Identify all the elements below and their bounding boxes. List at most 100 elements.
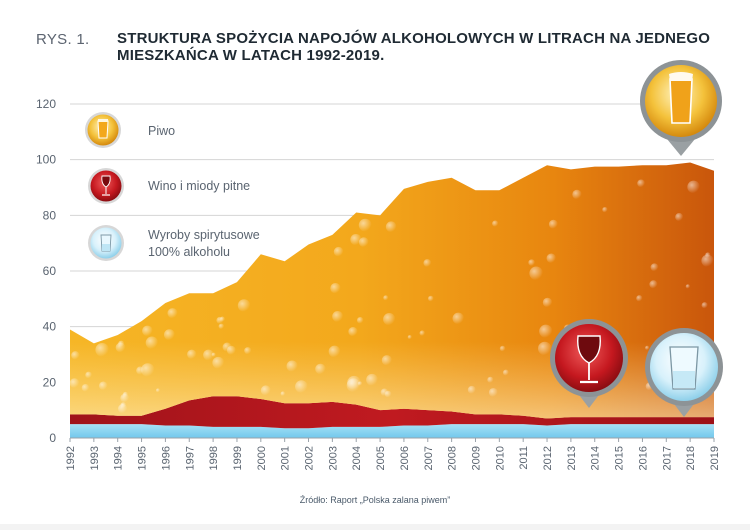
x-tick-label: 2018 <box>685 446 697 470</box>
bubble <box>529 266 544 281</box>
bubble <box>348 326 358 337</box>
bubble <box>237 299 251 312</box>
bubble <box>499 345 506 352</box>
bubble <box>333 246 344 257</box>
area-wine <box>70 396 714 429</box>
y-tick-label: 100 <box>36 153 56 167</box>
bubble <box>203 349 214 361</box>
chart-title-line-2: MIESZKAŃCA W LATACH 1992-2019. <box>117 47 385 64</box>
bubble <box>69 378 80 389</box>
x-tick-label: 2005 <box>375 446 387 470</box>
bubble <box>637 179 646 188</box>
bubble <box>216 316 224 324</box>
bubble <box>705 252 711 258</box>
bottom-divider <box>0 524 750 530</box>
bubble <box>295 380 308 394</box>
bubble <box>419 330 426 336</box>
bubble <box>346 378 361 393</box>
bubble <box>120 402 127 409</box>
x-tick-label: 2006 <box>399 446 411 470</box>
bubble <box>492 220 499 227</box>
x-tick-label: 1996 <box>160 446 172 470</box>
beer-pin-icon <box>640 60 722 156</box>
area-spirits <box>70 424 714 438</box>
bubble <box>546 253 557 264</box>
x-tick-label: 2008 <box>447 446 459 470</box>
y-tick-label: 40 <box>43 320 57 334</box>
wine-glass-icon <box>88 168 124 204</box>
bubble <box>528 259 536 267</box>
bubble <box>71 351 80 360</box>
bubble <box>226 345 236 355</box>
x-tick-label: 1993 <box>89 446 101 470</box>
x-tick-label: 2010 <box>494 446 506 470</box>
bubble <box>260 385 271 396</box>
chart-title: STRUKTURA SPOŻYCIA NAPOJÓW ALKOHOLOWYCH … <box>117 30 742 64</box>
bubble <box>211 352 216 357</box>
bubble <box>163 329 175 341</box>
bubble <box>602 206 608 213</box>
x-tick-label: 2019 <box>709 446 721 470</box>
bubble <box>81 384 90 392</box>
x-tick-label: 1999 <box>232 446 244 470</box>
x-tick-label: 2012 <box>542 446 554 470</box>
bubble <box>244 347 252 355</box>
legend-text: Piwo <box>148 124 176 138</box>
x-tick-label: 2009 <box>470 446 482 470</box>
bubble <box>122 391 129 398</box>
y-tick-label: 60 <box>43 264 57 278</box>
x-tick-label: 2003 <box>327 446 339 470</box>
x-tick-label: 2015 <box>614 446 626 470</box>
bubble <box>330 283 341 294</box>
x-axis-ticks: 1992 1993 1994 1995 1996 1997 1998 1999 2000 2001… <box>65 437 721 470</box>
y-tick-label: 0 <box>49 431 56 445</box>
bubble <box>280 391 286 397</box>
bubble <box>315 363 326 375</box>
bubble <box>350 234 362 246</box>
y-axis-ticks: 0 20 40 60 80 100 120 <box>36 97 56 445</box>
spirits-glass-icon <box>88 225 124 261</box>
x-tick-label: 1995 <box>137 446 149 470</box>
bubble <box>380 388 389 397</box>
bubble <box>407 335 412 340</box>
bubble <box>136 366 145 375</box>
bubble <box>701 254 714 267</box>
bubble <box>385 221 397 233</box>
bubble <box>452 312 465 325</box>
x-tick-label: 2007 <box>423 446 435 470</box>
bubble <box>423 259 432 268</box>
bubble <box>286 360 298 372</box>
bubble <box>167 308 178 319</box>
y-tick-label: 80 <box>43 208 57 222</box>
x-tick-label: 1994 <box>113 446 125 470</box>
figure-label: RYS. 1. <box>36 31 90 48</box>
bubble <box>187 349 197 360</box>
bubble <box>685 284 691 289</box>
bubble <box>487 376 494 383</box>
x-tick-label: 2011 <box>518 446 530 470</box>
legend-text: Wino i miody pitne <box>148 179 251 193</box>
bubble <box>142 325 153 337</box>
bubble <box>636 295 643 302</box>
x-tick-label: 2014 <box>590 446 602 470</box>
bubble <box>645 345 650 351</box>
stacked-areas <box>70 162 714 438</box>
bubble <box>140 363 155 377</box>
bubble <box>98 381 108 391</box>
bubble <box>488 387 498 397</box>
bubble <box>358 218 372 232</box>
chart-title-line-1: STRUKTURA SPOŻYCIA NAPOJÓW ALKOHOLOWYCH … <box>117 30 711 47</box>
bubble <box>539 324 553 338</box>
bubble <box>383 313 396 326</box>
x-tick-label: 2002 <box>304 446 316 470</box>
bubble <box>145 336 159 350</box>
bubble <box>155 388 161 393</box>
bubble <box>467 385 476 394</box>
legend-text: 100% alkoholu <box>148 245 231 259</box>
legend-text: Wyroby spirytusowe <box>148 228 260 242</box>
bubble <box>537 341 552 356</box>
x-tick-label: 2004 <box>351 446 363 470</box>
bubble <box>572 189 582 200</box>
bubble <box>649 280 658 289</box>
bubble <box>650 263 659 272</box>
